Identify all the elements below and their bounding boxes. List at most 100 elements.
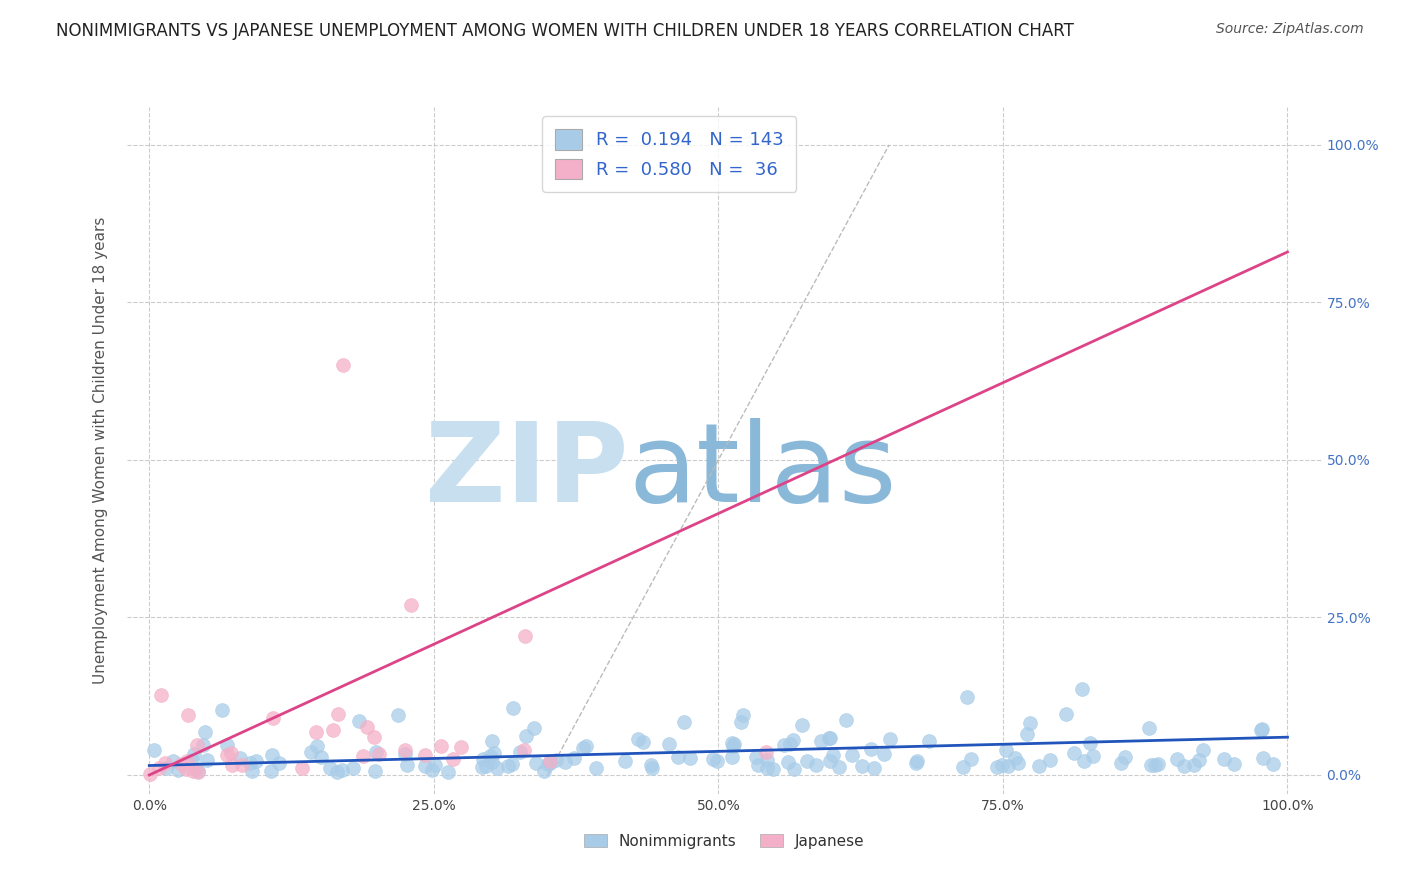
Point xyxy=(363,730,385,744)
Point xyxy=(1253,751,1275,765)
Point xyxy=(747,758,769,772)
Point xyxy=(904,756,927,770)
Point xyxy=(627,732,650,747)
Point xyxy=(818,731,841,745)
Point xyxy=(364,745,387,759)
Point xyxy=(959,752,981,766)
Point xyxy=(479,749,502,764)
Point xyxy=(415,747,437,762)
Point xyxy=(307,739,329,753)
Point xyxy=(810,734,832,748)
Point xyxy=(347,714,370,728)
Point xyxy=(1070,682,1092,697)
Point xyxy=(575,739,598,753)
Point xyxy=(1137,721,1160,735)
Point xyxy=(291,761,314,775)
Point xyxy=(1004,751,1026,765)
Legend: Nonimmigrants, Japanese: Nonimmigrants, Japanese xyxy=(578,828,870,855)
Point xyxy=(215,739,238,753)
Point xyxy=(162,754,184,768)
Point xyxy=(267,756,290,770)
Point xyxy=(679,751,702,765)
Point xyxy=(221,758,243,772)
Point xyxy=(475,758,498,772)
Point xyxy=(187,764,209,779)
Point xyxy=(170,756,193,771)
Point xyxy=(782,733,804,747)
Point xyxy=(319,761,342,775)
Point xyxy=(221,746,243,760)
Point xyxy=(730,715,752,730)
Point xyxy=(1054,707,1077,722)
Point xyxy=(332,359,354,373)
Point xyxy=(1223,757,1246,772)
Point xyxy=(184,762,207,776)
Text: NONIMMIGRANTS VS JAPANESE UNEMPLOYMENT AMONG WOMEN WITH CHILDREN UNDER 18 YEARS : NONIMMIGRANTS VS JAPANESE UNEMPLOYMENT A… xyxy=(56,22,1074,40)
Point xyxy=(1188,753,1211,767)
Point xyxy=(1146,757,1168,772)
Point xyxy=(1250,723,1272,738)
Point xyxy=(485,761,508,775)
Point xyxy=(1081,749,1104,764)
Point xyxy=(538,754,561,768)
Point xyxy=(755,745,778,759)
Point xyxy=(1251,723,1274,737)
Point xyxy=(723,739,745,753)
Point xyxy=(778,755,800,769)
Point xyxy=(818,731,841,746)
Point xyxy=(1263,756,1285,771)
Point xyxy=(755,761,778,775)
Point xyxy=(155,761,177,775)
Point xyxy=(150,688,173,702)
Point xyxy=(394,747,416,761)
Point xyxy=(560,163,582,178)
Point xyxy=(326,765,349,780)
Point xyxy=(502,700,524,714)
Point xyxy=(481,734,503,748)
Point xyxy=(1017,727,1039,741)
Point xyxy=(1114,750,1136,764)
Point xyxy=(827,760,849,774)
Point xyxy=(859,742,882,756)
Point xyxy=(572,741,595,756)
Point xyxy=(633,735,655,749)
Point xyxy=(436,764,458,779)
Point xyxy=(471,752,494,766)
Point xyxy=(148,761,170,775)
Point xyxy=(641,761,664,775)
Point xyxy=(211,703,233,717)
Point xyxy=(731,708,754,723)
Point xyxy=(352,748,374,763)
Point xyxy=(260,764,283,778)
Point xyxy=(841,747,863,762)
Point xyxy=(986,760,1008,774)
Point xyxy=(515,729,537,743)
Point xyxy=(1109,756,1132,771)
Point xyxy=(181,764,204,778)
Point xyxy=(484,746,506,760)
Text: atlas: atlas xyxy=(628,417,897,524)
Point xyxy=(430,739,453,753)
Point xyxy=(990,758,1012,772)
Point xyxy=(905,754,928,768)
Point xyxy=(299,745,322,759)
Point xyxy=(538,756,561,770)
Point xyxy=(723,737,745,751)
Point xyxy=(702,752,724,766)
Point xyxy=(420,763,443,777)
Point xyxy=(658,737,681,751)
Point xyxy=(1063,746,1085,760)
Point xyxy=(368,747,391,761)
Point xyxy=(879,731,901,746)
Point xyxy=(533,764,555,778)
Point xyxy=(806,758,828,772)
Point xyxy=(441,752,464,766)
Point xyxy=(1019,716,1042,731)
Point xyxy=(481,756,503,770)
Point xyxy=(721,749,744,764)
Point xyxy=(326,706,349,721)
Point xyxy=(1007,756,1029,770)
Point xyxy=(399,598,422,612)
Point xyxy=(956,690,979,704)
Point xyxy=(872,747,894,762)
